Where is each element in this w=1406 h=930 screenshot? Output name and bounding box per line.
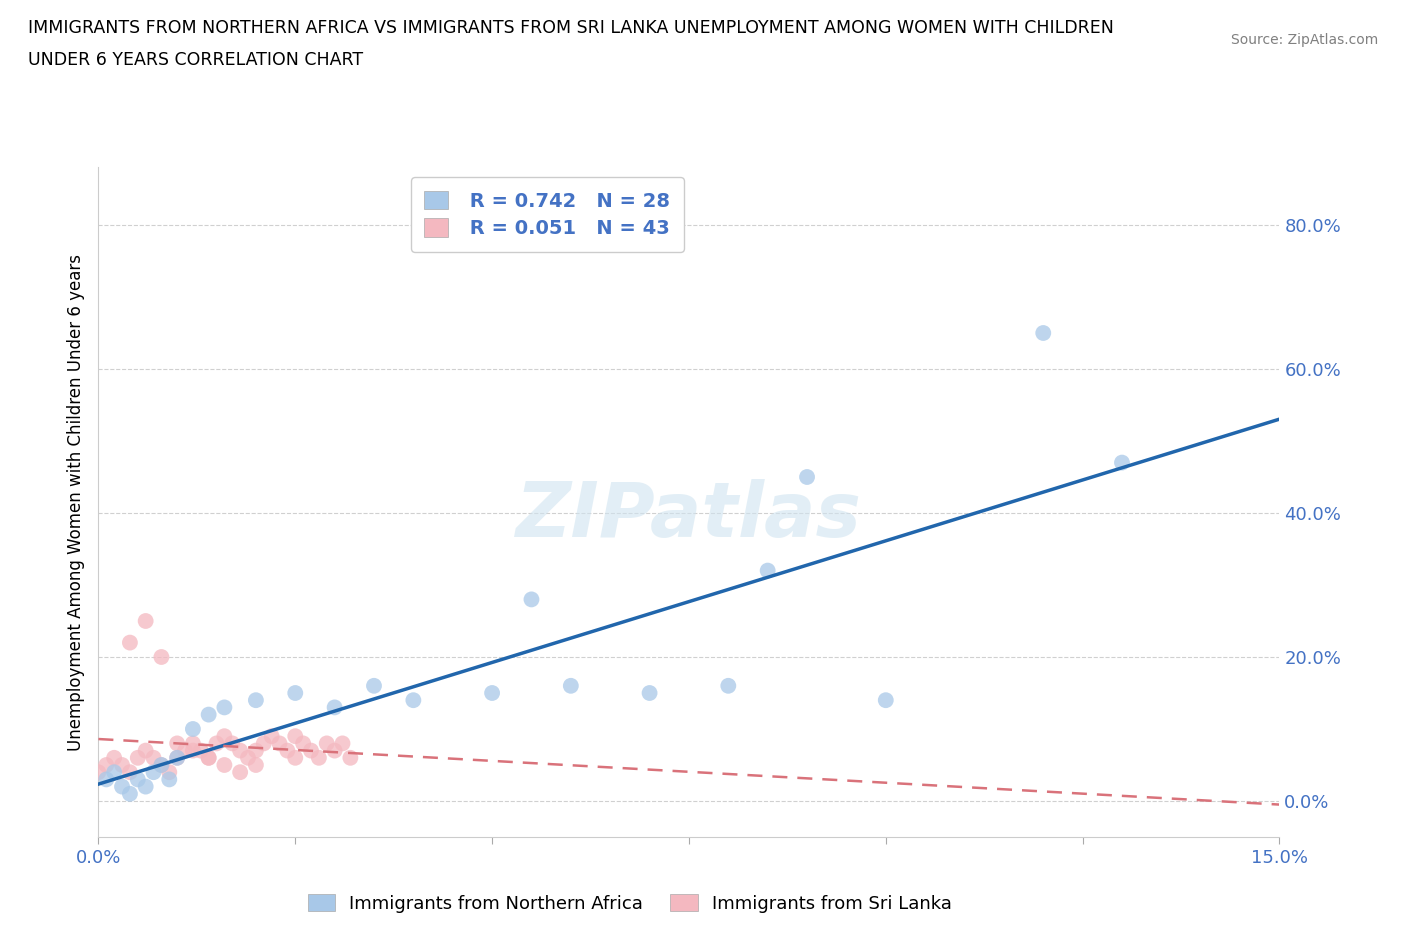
- Point: [157, 764, 180, 779]
- Point: [229, 764, 252, 779]
- Point: [308, 751, 330, 765]
- Point: [717, 678, 740, 693]
- Point: [190, 743, 212, 758]
- Point: [181, 736, 204, 751]
- Point: [221, 736, 243, 751]
- Text: ZIPatlas: ZIPatlas: [516, 479, 862, 552]
- Point: [197, 707, 219, 722]
- Point: [157, 772, 180, 787]
- Point: [520, 592, 543, 607]
- Point: [315, 736, 337, 751]
- Point: [269, 736, 291, 751]
- Point: [363, 678, 385, 693]
- Point: [127, 751, 149, 765]
- Point: [96, 772, 118, 787]
- Point: [796, 470, 818, 485]
- Point: [111, 758, 134, 773]
- Point: [166, 751, 188, 765]
- Point: [323, 700, 346, 715]
- Point: [638, 685, 661, 700]
- Point: [96, 758, 118, 773]
- Point: [339, 751, 361, 765]
- Point: [214, 758, 236, 773]
- Point: [236, 751, 259, 765]
- Point: [150, 758, 173, 773]
- Point: [150, 758, 173, 773]
- Text: Source: ZipAtlas.com: Source: ZipAtlas.com: [1230, 33, 1378, 46]
- Point: [142, 764, 165, 779]
- Text: UNDER 6 YEARS CORRELATION CHART: UNDER 6 YEARS CORRELATION CHART: [28, 51, 363, 69]
- Point: [323, 743, 346, 758]
- Point: [875, 693, 897, 708]
- Point: [166, 736, 188, 751]
- Point: [111, 779, 134, 794]
- Point: [245, 743, 267, 758]
- Point: [1111, 455, 1133, 470]
- Point: [214, 700, 236, 715]
- Point: [299, 743, 322, 758]
- Point: [118, 764, 141, 779]
- Point: [276, 743, 298, 758]
- Point: [103, 764, 125, 779]
- Point: [166, 751, 188, 765]
- Point: [284, 751, 307, 765]
- Text: IMMIGRANTS FROM NORTHERN AFRICA VS IMMIGRANTS FROM SRI LANKA UNEMPLOYMENT AMONG : IMMIGRANTS FROM NORTHERN AFRICA VS IMMIG…: [28, 19, 1114, 36]
- Point: [284, 685, 307, 700]
- Point: [560, 678, 582, 693]
- Point: [402, 693, 425, 708]
- Point: [229, 743, 252, 758]
- Point: [118, 787, 141, 802]
- Point: [135, 779, 157, 794]
- Point: [174, 743, 197, 758]
- Y-axis label: Unemployment Among Women with Children Under 6 years: Unemployment Among Women with Children U…: [66, 254, 84, 751]
- Point: [118, 635, 141, 650]
- Point: [292, 736, 315, 751]
- Point: [1032, 326, 1054, 340]
- Point: [284, 729, 307, 744]
- Point: [481, 685, 503, 700]
- Legend: Immigrants from Northern Africa, Immigrants from Sri Lanka: Immigrants from Northern Africa, Immigra…: [299, 884, 960, 922]
- Point: [245, 693, 267, 708]
- Point: [197, 751, 219, 765]
- Point: [135, 743, 157, 758]
- Point: [142, 751, 165, 765]
- Point: [253, 736, 276, 751]
- Point: [150, 649, 173, 664]
- Point: [205, 736, 228, 751]
- Point: [260, 729, 283, 744]
- Point: [181, 722, 204, 737]
- Point: [332, 736, 354, 751]
- Point: [87, 764, 110, 779]
- Point: [103, 751, 125, 765]
- Point: [197, 751, 219, 765]
- Point: [135, 614, 157, 629]
- Point: [214, 729, 236, 744]
- Point: [756, 564, 779, 578]
- Point: [245, 758, 267, 773]
- Point: [181, 743, 204, 758]
- Point: [127, 772, 149, 787]
